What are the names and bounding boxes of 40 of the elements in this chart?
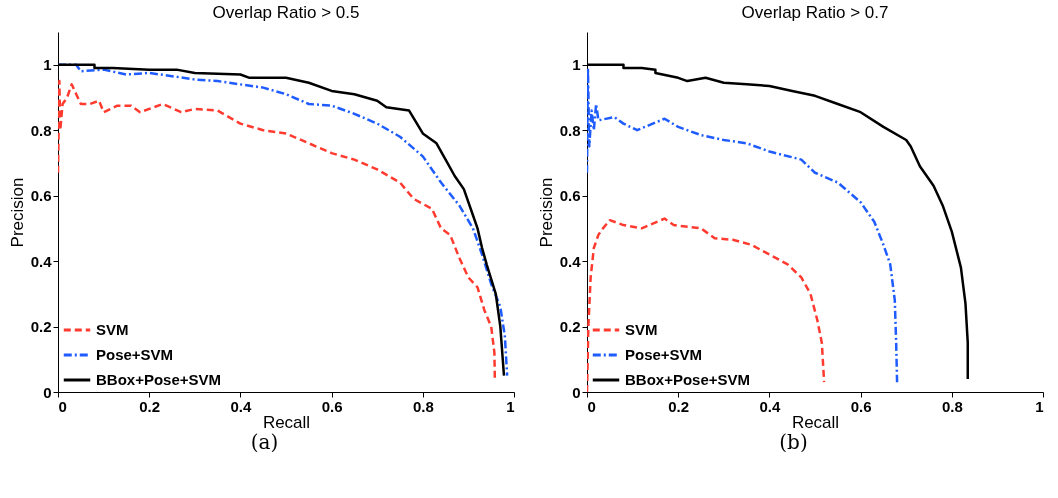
y-tick-label: 0	[572, 383, 581, 401]
legend-label: Pose+SVM	[625, 346, 703, 363]
x-tick-label: 0.2	[668, 397, 690, 415]
y-tick-label: 0.4	[559, 252, 582, 270]
x-tick-label: 0.8	[941, 397, 963, 415]
y-tick-label: 0.6	[559, 187, 581, 205]
chart-title: Overlap Ratio > 0.5	[212, 3, 360, 22]
legend-label: SVM	[96, 321, 129, 338]
text: (a)	[249, 430, 280, 454]
y-tick-label: 0.6	[30, 187, 52, 205]
legend-label: SVM	[625, 321, 658, 338]
x-tick-label: 0.4	[230, 397, 252, 415]
legend-label: Pose+SVM	[96, 346, 174, 363]
x-axis-title: Recall	[262, 412, 311, 432]
x-tick-label: 0.6	[321, 397, 343, 415]
x-tick-label: 1	[506, 397, 515, 415]
x-tick-label: 0.2	[139, 397, 161, 415]
y-axis-title: Precision	[7, 177, 27, 248]
x-tick-label: 0.6	[850, 397, 872, 415]
x-tick-label: 0.4	[759, 397, 781, 415]
line-series	[587, 217, 826, 392]
y-tick-label: 1	[572, 56, 581, 74]
line-series	[587, 66, 899, 384]
text: (b)	[778, 430, 809, 454]
y-axis-title: Precision	[536, 177, 556, 248]
legend-label: BBox+Pose+SVM	[625, 371, 751, 388]
y-tick-label: 0	[43, 383, 52, 401]
y-tick-label: 0.4	[30, 252, 53, 270]
x-tick-label: 1	[1035, 397, 1044, 415]
y-tick-label: 0.2	[559, 318, 581, 336]
y-tick-label: 0.2	[30, 318, 52, 336]
x-tick-label: 0	[587, 397, 596, 415]
y-tick-label: 0.8	[559, 121, 581, 139]
y-tick-label: 0.8	[30, 121, 52, 139]
legend-label: BBox+Pose+SVM	[96, 371, 222, 388]
x-tick-label: 0.8	[412, 397, 434, 415]
x-axis-title: Recall	[791, 412, 840, 432]
chart-title: Overlap Ratio > 0.7	[741, 3, 889, 22]
y-tick-label: 1	[43, 56, 52, 74]
x-tick-label: 0	[58, 397, 67, 415]
